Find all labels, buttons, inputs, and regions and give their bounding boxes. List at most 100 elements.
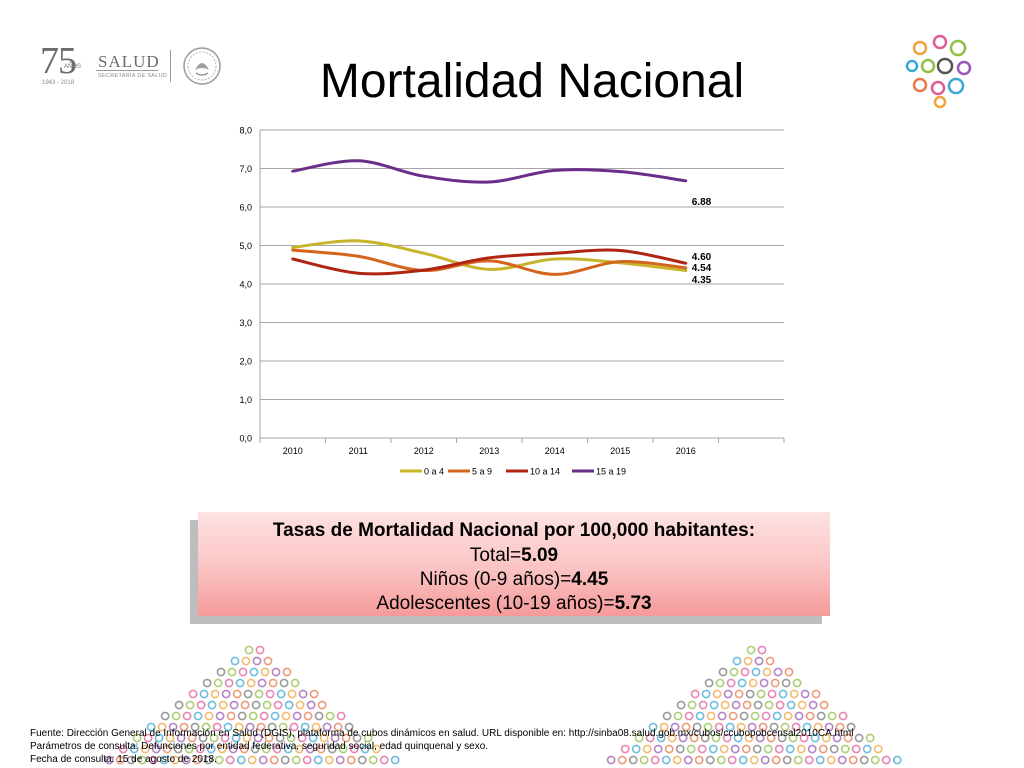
decor-ring (723, 689, 733, 699)
decor-ring (276, 689, 286, 699)
decor-ring (303, 711, 313, 721)
decor-ring (683, 755, 693, 765)
decor-ring (203, 755, 213, 765)
x-tick-label: 2016 (676, 446, 696, 456)
decor-ring (734, 689, 744, 699)
decor-ring (788, 733, 798, 743)
y-tick-label: 4,0 (239, 280, 252, 290)
decor-ring (760, 755, 770, 765)
decor-ring (333, 722, 343, 732)
decor-ring (244, 645, 254, 655)
decor-ring (160, 711, 170, 721)
decor-ring (752, 744, 762, 754)
decor-ring (840, 744, 850, 754)
decor-ring (165, 733, 175, 743)
decor-ring (249, 667, 259, 677)
decor-ring (325, 711, 335, 721)
decor-ring (234, 722, 244, 732)
decor-ring (664, 744, 674, 754)
decor-ring (240, 700, 250, 710)
decor-ring (239, 744, 249, 754)
y-tick-label: 8,0 (239, 126, 252, 136)
decor-ring (265, 689, 275, 699)
decor-ring (782, 755, 792, 765)
decor-ring (695, 711, 705, 721)
decor-ring (251, 700, 261, 710)
decor-ring (737, 678, 747, 688)
decor-ring (308, 733, 318, 743)
decor-ring (137, 755, 147, 765)
decor-ring (796, 744, 806, 754)
decor-ring (212, 722, 222, 732)
rings-logo-icon (905, 34, 972, 109)
decor-ring (248, 711, 258, 721)
decor-ring (231, 733, 241, 743)
decorative-pattern (104, 645, 902, 765)
y-tick-label: 5,0 (239, 241, 252, 251)
decor-ring (253, 733, 263, 743)
decor-ring (126, 755, 136, 765)
summary-box: Tasas de Mortalidad Nacional por 100,000… (198, 512, 830, 616)
decor-ring (279, 678, 289, 688)
decor-ring (267, 722, 277, 732)
decor-ring (729, 667, 739, 677)
decor-ring (793, 755, 803, 765)
decor-ring (740, 667, 750, 677)
decor-ring (661, 755, 671, 765)
decor-ring (261, 744, 271, 754)
decor-ring (648, 722, 658, 732)
decor-ring (606, 755, 616, 765)
decor-ring (767, 689, 777, 699)
decor-ring (892, 755, 902, 765)
decor-ring (718, 667, 728, 677)
decor-ring (218, 700, 228, 710)
decor-ring (692, 722, 702, 732)
decor-ring (143, 733, 153, 743)
decor-ring (390, 755, 400, 765)
decor-ring (255, 645, 265, 655)
decor-ring (794, 711, 804, 721)
data-label: 4.60 (692, 252, 712, 263)
data-label: 6.88 (692, 197, 712, 208)
decor-ring (838, 711, 848, 721)
decor-ring (168, 722, 178, 732)
decor-ring (344, 722, 354, 732)
decor-ring (275, 733, 285, 743)
decor-ring (302, 755, 312, 765)
anniversary-anos: AÑOS (64, 64, 82, 70)
decor-ring (170, 755, 180, 765)
decor-ring (338, 744, 348, 754)
decor-ring (151, 744, 161, 754)
decor-ring (774, 744, 784, 754)
decor-ring (259, 711, 269, 721)
decor-ring (243, 689, 253, 699)
decor-ring (232, 689, 242, 699)
decor-ring (241, 656, 251, 666)
decor-ring (656, 733, 666, 743)
decor-ring (181, 755, 191, 765)
summary-ninos-value: 4.45 (571, 569, 609, 590)
source-line-3: Fecha de consulta: 15 de agosto de 2018. (30, 754, 217, 765)
decor-ring (213, 678, 223, 688)
decor-ring (225, 755, 235, 765)
decor-ring (738, 755, 748, 765)
decor-ring (792, 678, 802, 688)
decor-ring (800, 689, 810, 699)
decor-ring (747, 722, 757, 732)
decor-ring (252, 656, 262, 666)
decor-ring (634, 733, 644, 743)
decor-ring (808, 700, 818, 710)
source-line-1: Fuente: Dirección General de Información… (30, 728, 854, 739)
decor-ring (322, 722, 332, 732)
decor-ring (672, 755, 682, 765)
decor-ring (835, 722, 845, 732)
decor-ring (848, 755, 858, 765)
decor-ring (341, 733, 351, 743)
summary-ninos-label: Niños (0-9 años)= (419, 569, 572, 590)
decor-ring (689, 733, 699, 743)
decor-ring (258, 755, 268, 765)
decor-ring (650, 755, 660, 765)
legend-label: 10 a 14 (530, 467, 560, 477)
decor-ring (706, 711, 716, 721)
decor-ring (667, 733, 677, 743)
